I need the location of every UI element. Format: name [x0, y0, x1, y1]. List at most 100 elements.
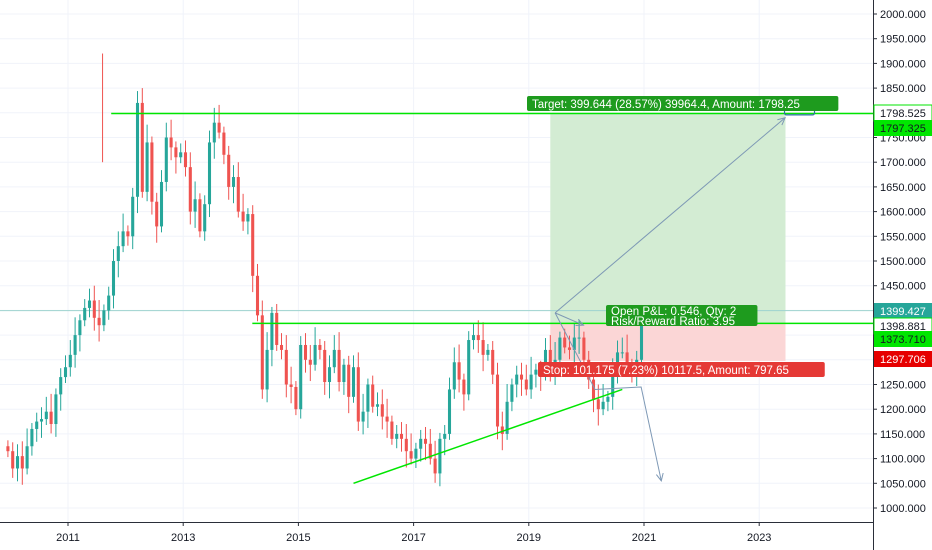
candle-body: [457, 362, 461, 380]
target-label-text: Target: 399.644 (28.57%) 39964.4, Amount…: [532, 99, 800, 111]
price-tick-label: 1700.000: [880, 157, 926, 169]
candle-body: [577, 337, 581, 339]
drawings[interactable]: [111, 100, 873, 485]
candle-body: [332, 349, 336, 368]
candle-body: [92, 300, 96, 318]
projection-arrow-target-head: [777, 116, 786, 126]
projection-arrow-short[interactable]: [554, 312, 584, 326]
candle-body: [510, 384, 514, 402]
projection-arrow-short-head: [575, 318, 585, 327]
candle-body: [582, 337, 586, 360]
candle-body: [361, 411, 365, 422]
candle-body: [299, 344, 303, 410]
candle-body: [20, 456, 24, 469]
loss-zone: [550, 323, 786, 361]
candle-body: [198, 199, 202, 232]
candle-body: [236, 177, 240, 212]
candle-body: [6, 446, 10, 452]
candle-body: [73, 335, 77, 355]
candle-body: [30, 428, 34, 447]
candle-body: [524, 379, 528, 390]
candle-body: [131, 196, 135, 237]
candle-body: [15, 456, 20, 469]
price-tick-label: 1100.000: [880, 454, 925, 466]
open-pl-bg: [606, 305, 758, 326]
price-axis[interactable]: 1000.000 1050.000 1100.000 1150.000 1200.000…: [873, 0, 926, 550]
candle-body: [486, 349, 490, 355]
candle-body: [63, 367, 68, 378]
candle-body: [145, 142, 149, 192]
candle-body: [313, 344, 317, 365]
support-trendline[interactable]: [353, 388, 623, 485]
open-pl-label: Open P&L: 0.546, Qty: 2: [611, 306, 736, 318]
candle-body: [404, 438, 408, 452]
price-tag: 1399.427: [874, 303, 932, 319]
price-tag-text: 1399.427: [880, 306, 926, 318]
time-axis[interactable]: 2011 2013 2015 2017 2019 2021 2023: [0, 522, 873, 544]
candle-body: [572, 337, 576, 350]
candle-body: [414, 448, 418, 459]
candle-body: [443, 433, 447, 439]
candle-body: [591, 379, 596, 400]
candle-body: [548, 349, 552, 373]
price-tick-label: 1200.000: [880, 404, 926, 416]
price-tick-label: 1850.000: [880, 83, 926, 95]
target-label-bg: [527, 96, 839, 111]
candle-body: [399, 433, 404, 439]
candle-body: [217, 122, 221, 133]
time-tick-label: 2023: [747, 532, 771, 544]
price-tick-label: 1000.000: [880, 503, 926, 515]
candle-body: [601, 401, 605, 410]
time-tick-label: 2021: [632, 532, 656, 544]
candle-body: [390, 421, 394, 439]
candle-body: [505, 401, 509, 434]
candle-body: [567, 347, 572, 350]
candle-body: [462, 379, 466, 395]
time-tick-label: 2011: [56, 532, 80, 544]
candle-body: [59, 377, 63, 395]
candle-body: [419, 438, 423, 449]
candle-body: [111, 261, 116, 296]
candle-body: [246, 214, 250, 222]
candle-body: [639, 322, 644, 360]
target-label: Target: 399.644 (28.57%) 39964.4, Amount…: [527, 96, 839, 111]
candle-body: [255, 275, 260, 316]
price-tag: 1297.706: [874, 351, 932, 367]
candle-body: [438, 438, 442, 474]
candle-body: [231, 177, 236, 187]
candle-body: [54, 394, 58, 425]
price-tag-bg: [874, 331, 932, 347]
candle-body: [433, 458, 437, 474]
candle-body: [366, 384, 370, 412]
candle-body: [303, 344, 308, 360]
candle-body: [356, 367, 360, 422]
candle-body: [428, 443, 432, 459]
candle-body: [615, 352, 620, 368]
candle-body: [183, 152, 188, 168]
price-tick-label: 1900.000: [880, 58, 926, 70]
candle-body: [107, 295, 111, 311]
candle-body: [495, 374, 500, 427]
candle-body: [11, 451, 15, 469]
candle-body: [241, 211, 245, 222]
price-tag-text: 1398.881: [880, 321, 926, 333]
projection-arrow-target[interactable]: [554, 117, 786, 314]
price-tick-label: 1050.000: [880, 478, 926, 490]
candle-body: [375, 404, 380, 407]
candle-body: [155, 201, 159, 227]
candle-body: [35, 421, 39, 429]
projection-arrow-downside[interactable]: [554, 312, 662, 481]
price-tick-label: 1600.000: [880, 207, 926, 219]
candles: [6, 53, 644, 487]
candle-body: [174, 147, 178, 158]
candle-body: [447, 389, 452, 434]
candle-body: [193, 199, 197, 212]
candle-body: [380, 404, 384, 417]
price-tag: 1797.325: [874, 120, 932, 136]
price-tag: 1373.710: [874, 331, 932, 347]
candle-body: [471, 335, 476, 341]
candle-body: [44, 411, 48, 420]
candle-body: [279, 344, 284, 350]
candle-body: [606, 396, 610, 402]
